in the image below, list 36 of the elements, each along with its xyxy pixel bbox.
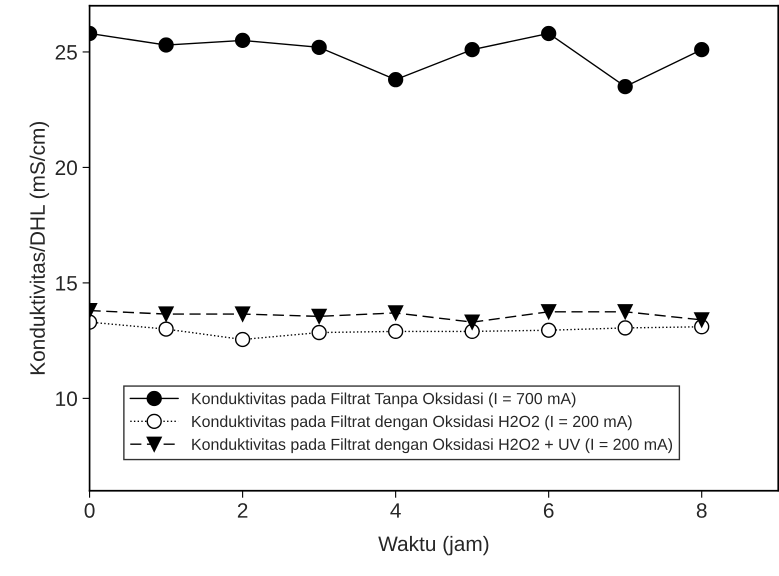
x-axis-title: Waktu (jam) <box>378 536 488 556</box>
x-tick-label: 4 <box>390 503 401 518</box>
y-tick-label: 15 <box>56 276 77 291</box>
point <box>618 320 633 336</box>
x-tick-label: 2 <box>238 503 248 518</box>
point <box>541 322 556 338</box>
x-tick-label: 0 <box>84 503 95 518</box>
point <box>234 306 250 322</box>
legend-label: Konduktivitas pada Filtrat dengan Oksidasi H2O2 + UV (I = 200 mA) <box>192 438 672 454</box>
point <box>464 314 480 330</box>
legend-label: Konduktivitas pada Filtrat Tanpa Oksidasi (I = 700 mA) <box>192 392 576 408</box>
y-tick-label: 20 <box>56 160 77 176</box>
point <box>694 42 710 58</box>
x-tick-label: 6 <box>544 503 554 518</box>
point <box>388 324 404 340</box>
point <box>618 78 633 94</box>
y-tick-label: 25 <box>56 44 77 60</box>
point <box>464 42 480 58</box>
y-axis-title: Konduktivitas/DHL (mS/cm) <box>30 122 50 374</box>
point <box>311 308 327 324</box>
legend-label: Konduktivitas pada Filtrat dengan Oksidasi H2O2 (I = 200 mA) <box>192 415 632 430</box>
point <box>311 40 327 55</box>
point <box>158 37 174 53</box>
point <box>311 324 327 340</box>
point <box>388 72 404 88</box>
point <box>388 305 404 321</box>
y-tick-label: 10 <box>56 391 77 406</box>
point <box>541 304 556 320</box>
point <box>234 332 250 348</box>
point <box>694 312 710 328</box>
point <box>158 321 174 337</box>
point <box>618 304 633 320</box>
point <box>158 306 174 322</box>
point <box>541 26 556 42</box>
point <box>234 32 250 48</box>
x-tick-label: 8 <box>696 503 707 518</box>
